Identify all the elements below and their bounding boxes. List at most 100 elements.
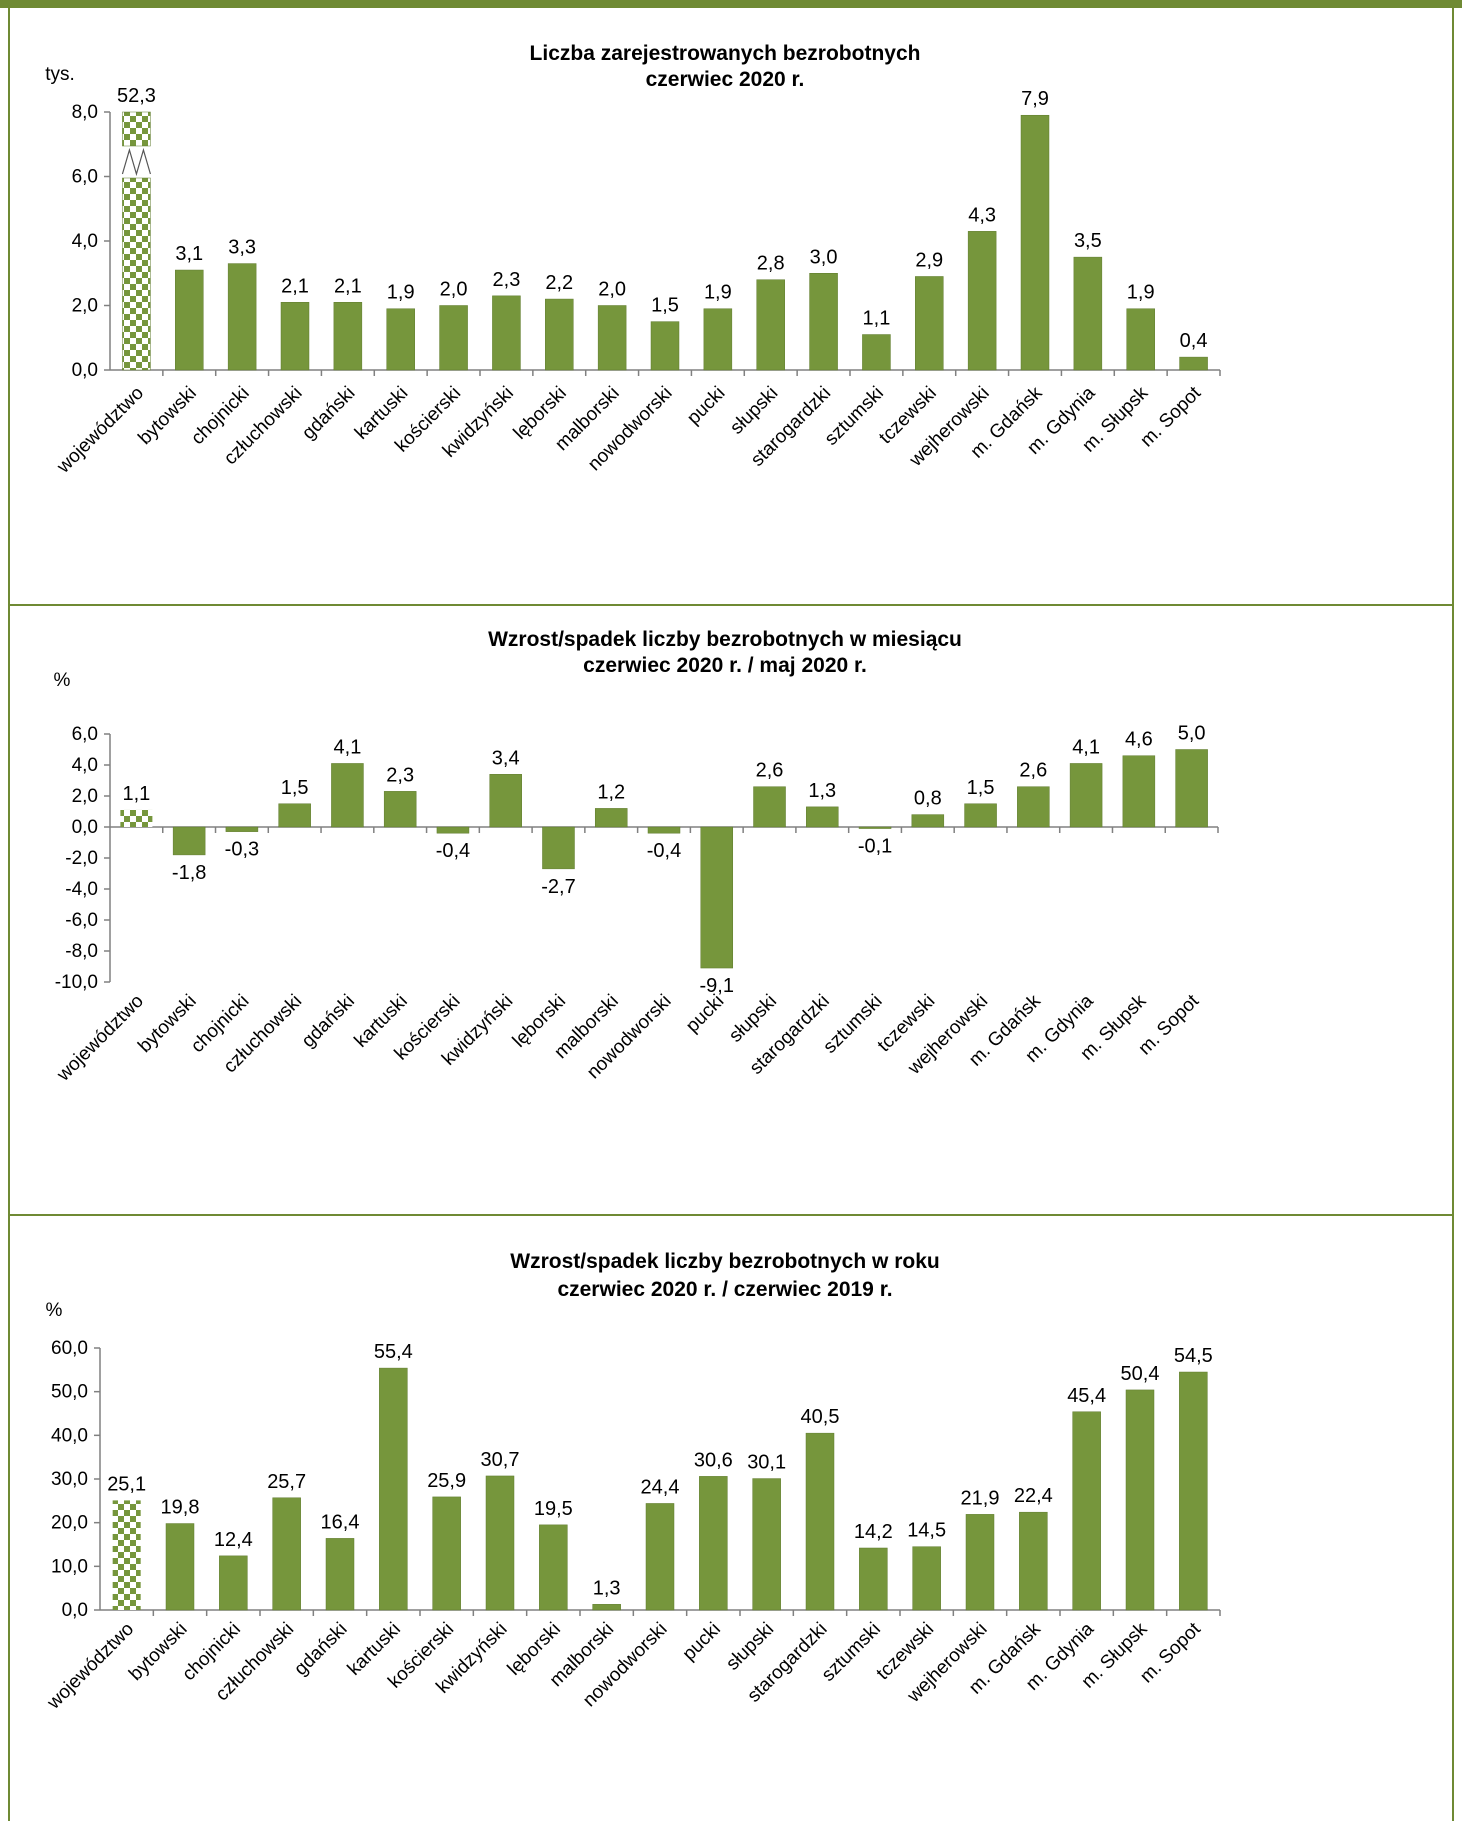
bar [1072,1411,1101,1611]
data-label: 21,9 [961,1487,1000,1509]
data-label: 1,9 [704,282,732,304]
bar [965,1514,995,1611]
data-label: 1,3 [808,780,836,802]
chart-subtitle: czerwiec 2020 r. / maj 2020 r. [583,654,867,677]
data-label: -2,7 [541,876,575,898]
bar [859,1547,888,1611]
bar [1175,749,1208,828]
bar [272,1497,301,1611]
bar [805,1432,835,1611]
y-tick-label: 2,0 [72,296,98,317]
bar [175,269,204,371]
data-label: 1,5 [281,777,309,799]
bar [542,826,575,870]
y-tick-label: 4,0 [72,755,98,776]
y-tick-label: -8,0 [65,941,98,962]
bar [964,803,997,828]
data-label: 14,5 [907,1520,946,1542]
y-tick-label: 0,0 [72,817,98,838]
bar [862,334,891,371]
axis-break-marker [121,147,152,177]
top-frame-bar [0,0,1462,8]
bar [379,1367,408,1611]
bar [333,302,363,371]
data-label: 40,5 [801,1406,840,1428]
y-tick-label: 20,0 [51,1513,88,1534]
chart-unemployed-count: Liczba zarejestrowanych bezrobotnych czer… [45,42,1221,478]
bar [331,763,364,828]
data-label: 2,1 [334,275,362,297]
category-label: gdański [290,1619,351,1680]
bar [280,302,310,371]
data-label: 24,4 [641,1476,680,1498]
bar [915,276,944,371]
bar [1017,786,1050,828]
data-label: 30,6 [694,1449,733,1471]
bar [699,1476,728,1611]
category-label: pucki [682,991,728,1037]
data-label: 19,8 [161,1497,200,1519]
data-label: -9,1 [700,975,734,997]
data-label: -0,3 [225,839,259,861]
data-label: 1,3 [593,1577,621,1599]
data-label: 3,1 [175,243,203,265]
y-tick-label: 60,0 [51,1338,88,1359]
data-label: 54,5 [1174,1345,1213,1367]
data-label: 2,9 [915,249,943,271]
y-tick-label: 0,0 [62,1600,88,1621]
bar [1069,763,1103,828]
y-tick-label: -10,0 [55,972,98,993]
bar [645,1503,675,1611]
y-tick-label: -4,0 [65,879,98,900]
data-label: 3,3 [228,237,256,259]
category-label: województwo [52,991,147,1086]
y-tick-label: 6,0 [72,724,98,745]
data-label: 4,1 [1072,736,1100,758]
y-tick-label: 0,0 [72,360,98,381]
bar [752,1478,781,1611]
bar [386,308,415,371]
data-label: 12,4 [214,1529,253,1551]
bar [597,305,627,371]
bar [650,321,680,371]
bar [432,1496,461,1611]
y-tick-label: -2,0 [65,848,98,869]
y-tick-label: 2,0 [72,786,98,807]
data-label: 3,4 [492,747,520,769]
bar [1179,1371,1208,1611]
data-label: 50,4 [1121,1363,1160,1385]
category-label: województwo [43,1619,138,1714]
data-label: 30,1 [747,1452,786,1474]
chart-monthly-change: Wzrost/spadek liczby bezrobotnych w mies… [52,628,1219,1086]
data-label: 1,5 [967,777,995,799]
data-label: 7,9 [1021,88,1049,110]
data-label: 1,1 [863,308,891,330]
data-label: 19,5 [534,1498,573,1520]
bar [1122,755,1156,828]
category-label: bytowski [125,1619,191,1685]
data-label: 3,0 [810,246,838,268]
data-label: 2,0 [598,279,626,301]
bar [436,826,470,834]
data-label: 45,4 [1067,1385,1106,1407]
bar [225,826,259,832]
data-label: 2,2 [545,272,573,294]
bar [489,774,522,828]
data-label: 2,1 [281,275,309,297]
chart-subtitle: czerwiec 2020 r. / czerwiec 2019 r. [557,1278,892,1301]
bar [227,263,257,371]
data-label: 0,4 [1180,330,1208,352]
bar [539,1524,568,1611]
data-label: 2,3 [493,269,521,291]
bar [278,803,311,828]
bar [1126,308,1155,371]
bar [172,826,206,856]
bar [1020,114,1050,371]
y-tick-label: 6,0 [72,167,98,188]
category-label: pucki [679,1619,725,1665]
bar [703,308,733,371]
data-label: 16,4 [321,1511,360,1533]
bar [219,1555,248,1611]
data-label: 2,6 [756,760,784,782]
